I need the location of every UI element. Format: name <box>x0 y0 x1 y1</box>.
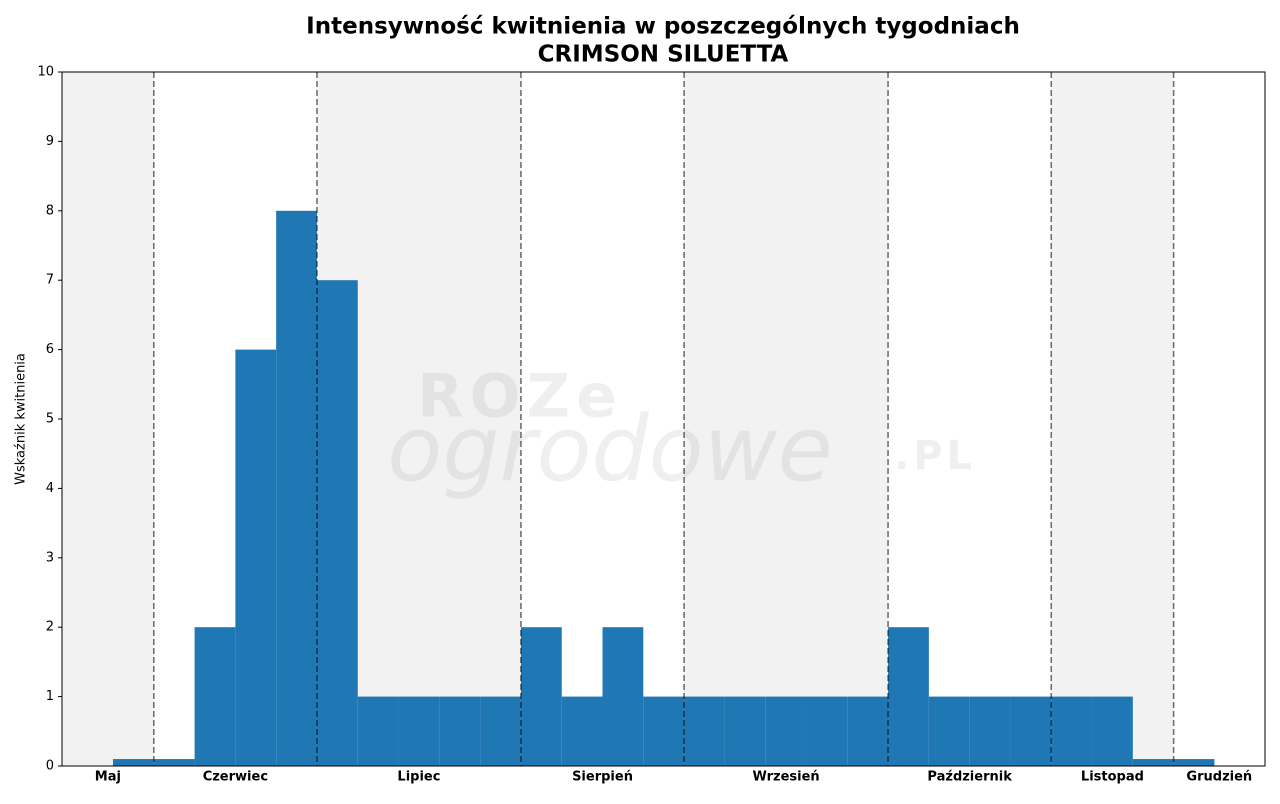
bar <box>398 696 440 766</box>
bar <box>1010 696 1052 766</box>
month-label: Listopad <box>1081 770 1144 785</box>
bars <box>112 210 1215 767</box>
month-band <box>62 72 154 766</box>
month-band <box>684 72 889 766</box>
bar <box>112 759 154 766</box>
bar <box>684 696 725 766</box>
bar <box>520 627 562 766</box>
bar <box>153 759 195 766</box>
y-tick-label: 10 <box>37 65 54 80</box>
chart-title: Intensywność kwitnienia w poszczególnych… <box>306 14 1020 40</box>
y-tick-label: 3 <box>46 550 54 565</box>
bar <box>1132 759 1174 766</box>
y-tick-label: 8 <box>46 203 54 218</box>
month-label: Czerwiec <box>203 770 268 785</box>
bar <box>643 696 685 766</box>
bar <box>235 349 277 766</box>
bar <box>276 210 317 767</box>
bar <box>1051 696 1093 766</box>
y-tick-label: 7 <box>46 273 54 288</box>
y-tick-label: 1 <box>46 689 54 704</box>
bar <box>316 280 358 766</box>
watermark-text: .PL <box>894 433 976 479</box>
y-tick-label: 5 <box>46 412 54 427</box>
month-label: Wrzesień <box>752 770 819 785</box>
y-tick-label: 9 <box>46 134 54 149</box>
month-label: Maj <box>95 770 121 785</box>
bar <box>1092 696 1133 766</box>
y-tick-label: 0 <box>46 759 54 774</box>
y-tick-label: 6 <box>46 342 54 357</box>
month-label: Październik <box>927 770 1012 785</box>
bar <box>480 696 521 766</box>
bar <box>439 696 481 766</box>
month-label: Lipiec <box>397 770 440 785</box>
overlay: Maj Czerwiec Lipiec Sierpień Wrzesień Paździe… <box>37 65 1252 785</box>
month-band <box>1051 72 1174 766</box>
bar <box>724 696 766 766</box>
watermark: ROZe ogrodowe .PL <box>387 362 976 502</box>
bar <box>969 696 1011 766</box>
plot-frame <box>61 71 1266 767</box>
y-axis-label: Wskaźnik kwitnienia <box>14 353 29 485</box>
bar <box>194 627 236 766</box>
y-tick-label: 4 <box>46 481 54 496</box>
bar <box>561 696 603 766</box>
month-label: Sierpień <box>572 770 633 785</box>
watermark-text: ogrodowe <box>387 397 832 502</box>
bar <box>847 696 889 766</box>
month-bands <box>62 72 1174 766</box>
bar <box>928 696 970 766</box>
chart-subtitle: CRIMSON SILUETTA <box>538 42 789 68</box>
bar <box>357 696 399 766</box>
bar <box>1173 759 1215 766</box>
y-tick-label: 2 <box>46 620 54 635</box>
month-label: Grudzień <box>1186 770 1252 785</box>
bar <box>602 627 644 766</box>
bar <box>806 696 848 766</box>
bar <box>888 627 929 766</box>
bar <box>765 696 807 766</box>
watermark-text: ROZe <box>417 362 622 432</box>
